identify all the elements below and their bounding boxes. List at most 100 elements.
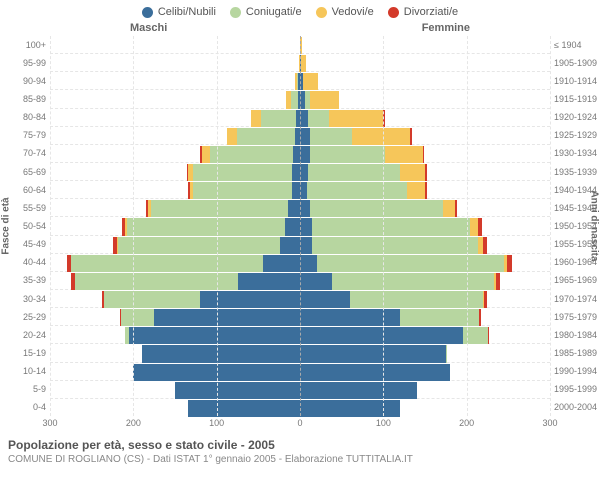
segment-d [423,146,425,163]
segment-c [292,164,300,181]
female-bar [300,163,550,180]
segment-m [237,128,295,145]
female-bar [300,36,550,53]
birth-label: 1955-1959 [554,239,600,249]
segment-c [238,273,301,290]
female-bar [300,254,550,271]
male-bar [50,109,300,126]
segment-m [312,237,479,254]
segment-d [455,200,458,217]
segment-m [317,255,505,272]
segment-m [193,182,291,199]
age-label: 10-14 [12,366,46,376]
segment-m [308,110,329,127]
male-bar [50,199,300,216]
chart-source: COMUNE DI ROGLIANO (CS) - Dati ISTAT 1° … [8,454,592,465]
male-bar [50,145,300,162]
male-bar [50,363,300,380]
x-tick: 200 [126,418,141,428]
segment-c [129,327,300,344]
age-label: 50-54 [12,221,46,231]
birth-label: 1960-1964 [554,257,600,267]
segment-d [483,237,486,254]
x-tick: 300 [542,418,557,428]
pyramid-chart: Fasce di età Anni di nascita 100+≤ 19049… [50,36,550,416]
segment-w [251,110,261,127]
x-tick: 100 [209,418,224,428]
segment-m [446,345,448,362]
segment-m [71,255,263,272]
segment-c [285,218,300,235]
male-title: Maschi [130,22,167,34]
segment-d [425,182,427,199]
birth-label: 1910-1914 [554,76,600,86]
birth-label: 1920-1924 [554,112,600,122]
birth-label: 1975-1979 [554,312,600,322]
male-bar [50,254,300,271]
age-label: 45-49 [12,239,46,249]
age-label: 80-84 [12,112,46,122]
segment-c [293,146,300,163]
segment-c [300,128,310,145]
legend-item: Celibi/Nubili [142,6,216,18]
female-bar [300,127,550,144]
segment-c [300,110,308,127]
segment-m [291,91,298,108]
male-bar [50,399,300,416]
segment-d [488,327,489,344]
chart-title: Popolazione per età, sesso e stato civil… [8,438,592,452]
female-bar [300,290,550,307]
segment-c [300,164,308,181]
birth-label: 1970-1974 [554,294,600,304]
segment-c [175,382,300,399]
age-label: 40-44 [12,257,46,267]
age-label: 75-79 [12,130,46,140]
male-bar [50,54,300,71]
female-bar [300,272,550,289]
legend-label: Divorziati/e [404,6,458,18]
male-bar [50,217,300,234]
age-label: 55-59 [12,203,46,213]
legend-label: Coniugati/e [246,6,302,18]
female-bar [300,363,550,380]
segment-m [210,146,293,163]
segment-w [202,146,210,163]
segment-c [300,400,400,417]
segment-d [484,291,487,308]
legend-label: Celibi/Nubili [158,6,216,18]
birth-label: 1985-1989 [554,348,600,358]
legend-swatch [388,7,399,18]
female-bar [300,181,550,198]
segment-m [261,110,296,127]
birth-label: 1995-1999 [554,384,600,394]
female-bar [300,54,550,71]
birth-label: 1925-1929 [554,130,600,140]
segment-c [300,200,310,217]
x-tick: 100 [376,418,391,428]
segment-w [385,146,423,163]
male-bar [50,381,300,398]
segment-c [300,327,463,344]
male-bar [50,290,300,307]
female-bar [300,381,550,398]
segment-w [443,200,455,217]
age-label: 25-29 [12,312,46,322]
x-tick: 300 [42,418,57,428]
legend: Celibi/NubiliConiugati/eVedovi/eDivorzia… [0,0,600,18]
female-bar [300,72,550,89]
age-label: 30-34 [12,294,46,304]
birth-label: 1935-1939 [554,167,600,177]
age-label: 90-94 [12,76,46,86]
age-label: 85-89 [12,94,46,104]
segment-m [308,164,400,181]
age-label: 20-24 [12,330,46,340]
segment-c [300,218,312,235]
age-label: 95-99 [12,58,46,68]
male-bar [50,36,300,53]
birth-label: 1930-1934 [554,148,600,158]
segment-c [142,345,300,362]
segment-c [200,291,300,308]
male-bar [50,90,300,107]
segment-m [310,146,385,163]
segment-m [350,291,483,308]
